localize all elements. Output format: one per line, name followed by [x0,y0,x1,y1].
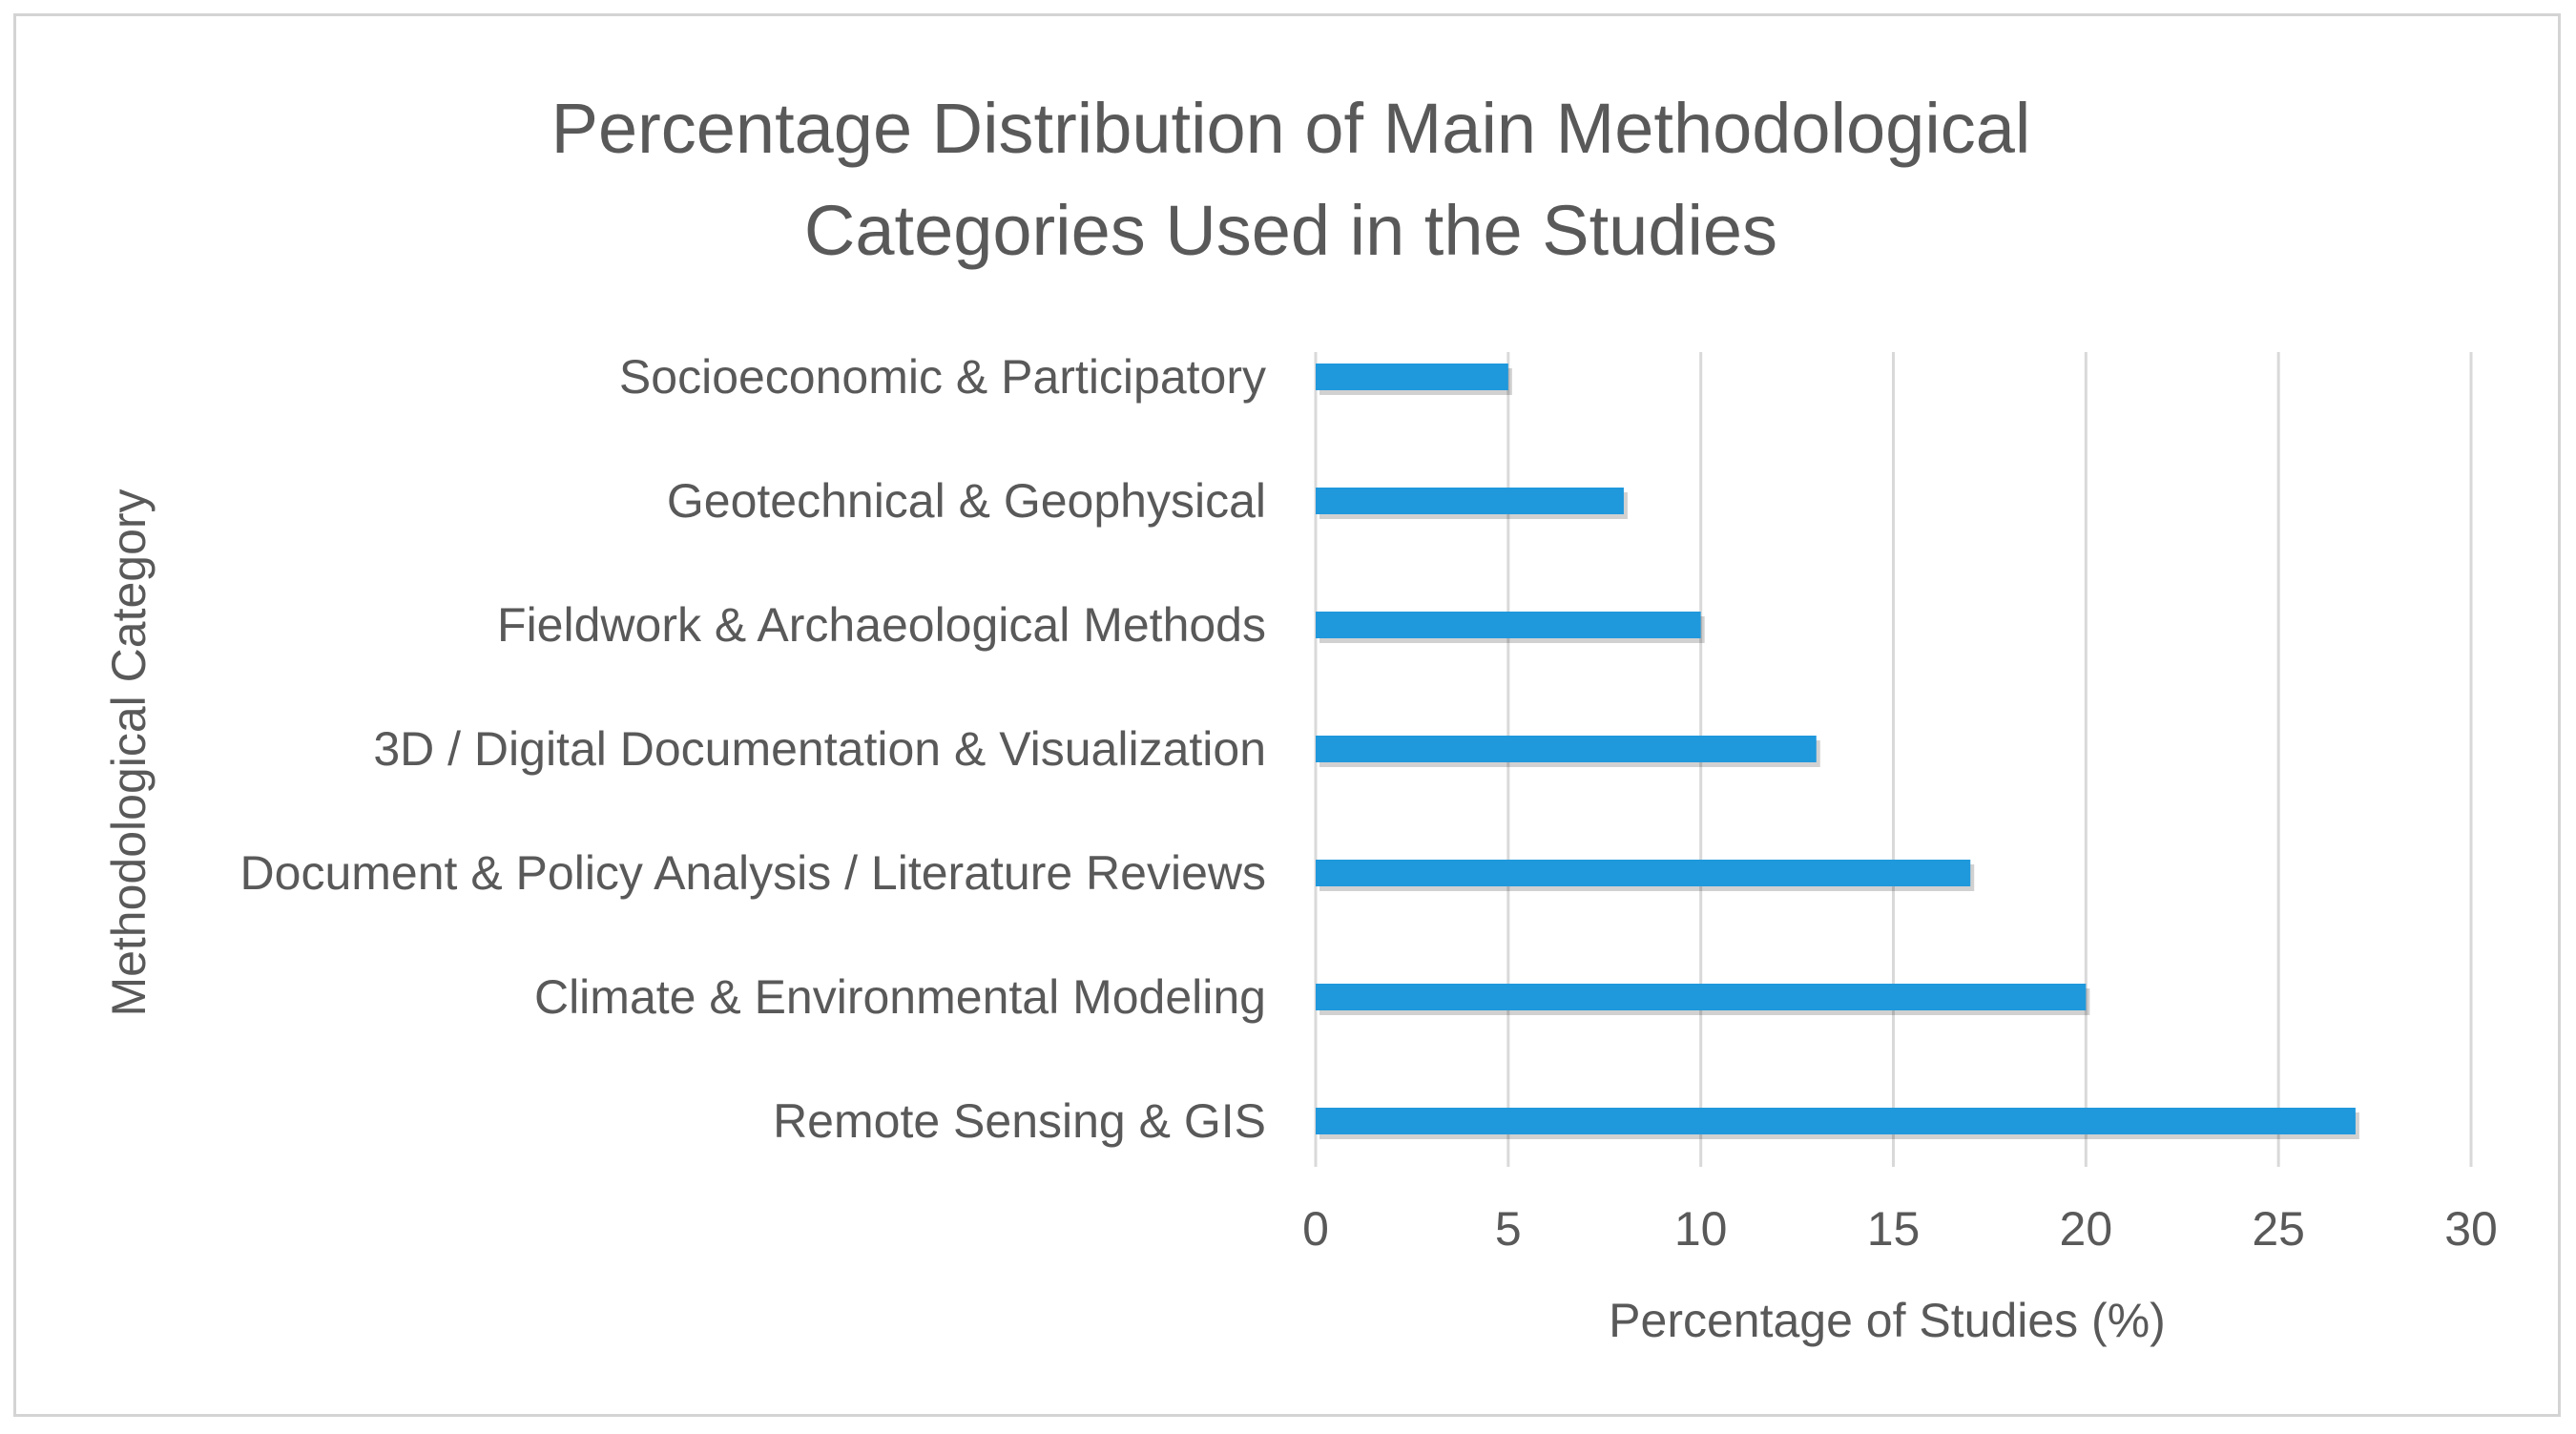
y-axis-title: Methodological Category [102,488,156,1016]
bar-1 [1316,488,1624,514]
chart-title: Percentage Distribution of Main Methodol… [551,89,2031,270]
bar-0 [1316,364,1508,390]
x-tick-label: 0 [1302,1202,1329,1256]
category-label: 3D / Digital Documentation & Visualizati… [373,722,1266,776]
category-label: Document & Policy Analysis / Literature … [240,846,1266,900]
category-label: Fieldwork & Archaeological Methods [497,598,1266,652]
x-axis-title: Percentage of Studies (%) [1609,1294,2166,1347]
bar-2 [1316,612,1701,638]
category-label: Climate & Environmental Modeling [534,970,1266,1024]
chart-title-line-1: Percentage Distribution of Main Methodol… [551,89,2031,168]
x-tick-label: 30 [2444,1202,2498,1256]
x-tick-labels: 0 5 10 15 20 25 30 [1302,1202,2498,1256]
category-label: Socioeconomic & Participatory [619,350,1266,404]
x-tick-label: 5 [1495,1202,1522,1256]
bar-chart: Percentage Distribution of Main Methodol… [102,89,2498,1347]
category-label: Remote Sensing & GIS [773,1094,1266,1148]
x-tick-label: 10 [1674,1202,1728,1256]
bar-5 [1316,984,2087,1010]
x-tick-label: 15 [1867,1202,1921,1256]
category-labels: Socioeconomic & Participatory Geotechnica… [240,350,1266,1148]
bars [1316,364,2359,1139]
category-label: Geotechnical & Geophysical [667,474,1266,528]
x-tick-label: 25 [2252,1202,2305,1256]
bar-3 [1316,736,1817,762]
chart-frame: Percentage Distribution of Main Methodol… [13,13,2561,1417]
bar-4 [1316,860,1971,886]
chart-title-line-2: Categories Used in the Studies [804,191,1777,270]
x-tick-label: 20 [2060,1202,2113,1256]
bar-6 [1316,1108,2356,1134]
